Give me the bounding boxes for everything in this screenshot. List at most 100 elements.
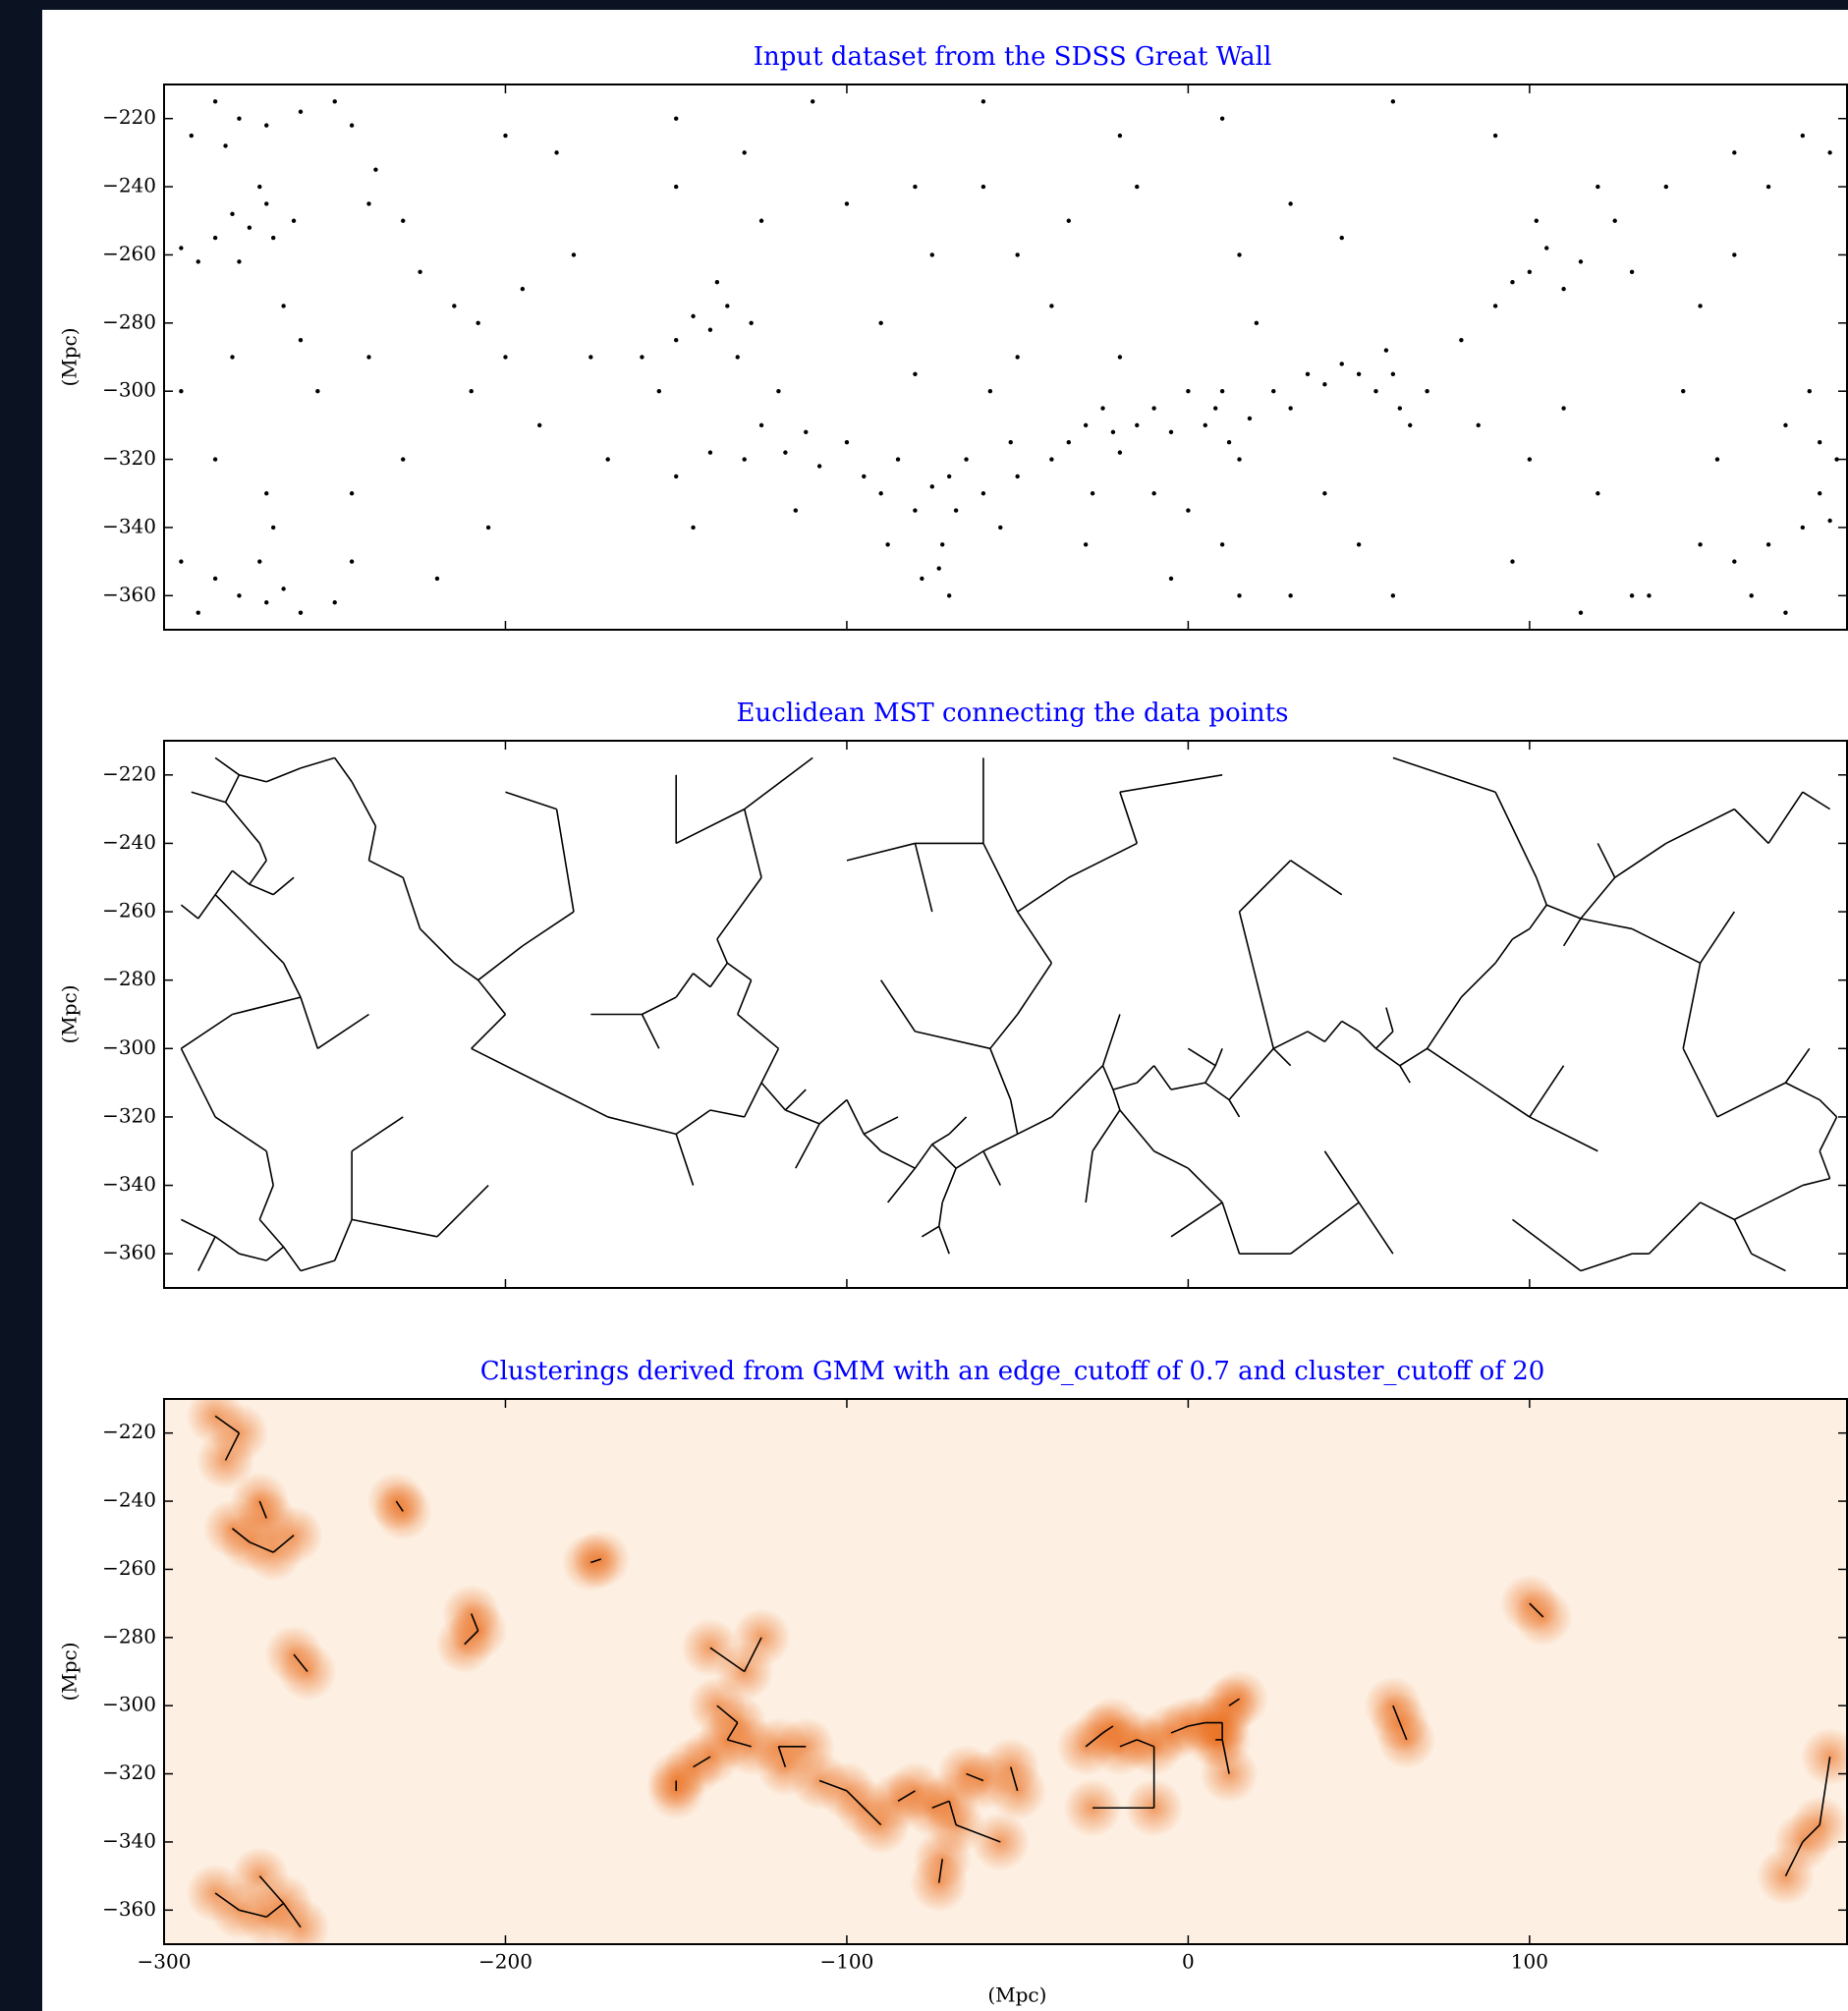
data-point [264, 600, 268, 604]
y-tick-label: −280 [102, 309, 156, 333]
data-point [418, 270, 421, 274]
data-point [1732, 252, 1736, 256]
data-point [1237, 457, 1241, 461]
data-point [1561, 287, 1565, 291]
y-tick-label: −240 [102, 174, 156, 197]
data-point [1425, 389, 1428, 393]
data-point [179, 389, 183, 393]
data-point [237, 593, 241, 597]
data-point [1186, 389, 1190, 393]
data-point [1357, 372, 1361, 376]
data-point [179, 559, 183, 563]
data-point [1827, 150, 1831, 154]
data-point [1067, 440, 1071, 444]
data-point [1750, 593, 1754, 597]
data-point [1373, 389, 1377, 393]
data-point [366, 355, 370, 359]
data-point [1827, 519, 1831, 523]
data-point [913, 508, 917, 512]
data-point [1322, 382, 1326, 386]
data-point [1322, 491, 1326, 495]
data-point [1808, 389, 1812, 393]
x-tick-label: −200 [478, 1950, 532, 1974]
data-point [366, 201, 370, 205]
data-point [940, 542, 944, 546]
data-point [1340, 362, 1344, 365]
y-tick-label: −220 [102, 105, 156, 129]
data-point [811, 99, 814, 103]
data-point [1100, 406, 1104, 410]
y-tick-label: −340 [102, 1172, 156, 1196]
data-point [1084, 423, 1088, 427]
data-point [776, 389, 780, 393]
data-point [1384, 348, 1388, 352]
data-point [1151, 406, 1155, 410]
data-point [1783, 610, 1787, 614]
data-point [554, 150, 558, 154]
data-point [1493, 134, 1497, 138]
data-point [845, 201, 849, 205]
data-point [1391, 593, 1395, 597]
data-point [196, 610, 200, 614]
data-point [1135, 423, 1139, 427]
data-point [1213, 406, 1217, 410]
data-point [350, 491, 354, 495]
data-point [1459, 338, 1463, 342]
data-point [1579, 259, 1583, 263]
data-point [759, 423, 763, 427]
data-point [1248, 417, 1252, 420]
data-point [1091, 491, 1094, 495]
data-point [1398, 406, 1402, 410]
chart-title: Input dataset from the SDSS Great Wall [754, 42, 1272, 72]
data-point [1510, 280, 1514, 284]
y-tick-label: −360 [102, 1897, 156, 1921]
y-tick-label: −340 [102, 514, 156, 537]
data-point [401, 219, 405, 223]
chart-title: Clusterings derived from GMM with an edg… [480, 1357, 1545, 1386]
y-tick-label: −260 [102, 242, 156, 265]
x-tick-label: 100 [1511, 1950, 1548, 1974]
y-tick-label: −280 [102, 967, 156, 990]
y-tick-label: −240 [102, 1488, 156, 1512]
data-point [350, 123, 354, 127]
y-tick-label: −360 [102, 1241, 156, 1264]
data-point [640, 355, 644, 359]
data-point [1818, 491, 1821, 495]
data-point [1766, 542, 1770, 546]
y-tick-label: −280 [102, 1624, 156, 1648]
data-point [930, 484, 934, 488]
data-point [1391, 372, 1395, 376]
data-point [998, 526, 1002, 530]
data-point [742, 457, 746, 461]
y-tick-label: −260 [102, 899, 156, 922]
data-point [878, 491, 882, 495]
data-point [674, 338, 678, 342]
data-point [213, 99, 217, 103]
data-point [452, 304, 456, 307]
data-point [271, 526, 275, 530]
data-point [1118, 355, 1122, 359]
figure: Input dataset from the SDSS Great Wall(M… [0, 0, 1848, 2011]
page: Input dataset from the SDSS Great Wall(M… [0, 0, 1848, 2011]
data-point [1111, 430, 1115, 434]
data-point [1151, 491, 1155, 495]
data-point [988, 389, 992, 393]
data-point [435, 577, 439, 581]
y-tick-label: −300 [102, 1693, 156, 1716]
data-point [691, 526, 695, 530]
data-point [476, 321, 479, 325]
data-point [1698, 304, 1702, 307]
data-point [333, 99, 337, 103]
y-tick-label: −340 [102, 1828, 156, 1852]
data-point [257, 185, 261, 189]
data-point [749, 321, 753, 325]
data-point [1783, 423, 1787, 427]
data-point [674, 116, 678, 120]
data-point [1204, 423, 1207, 427]
data-point [817, 464, 821, 468]
data-point [1510, 559, 1514, 563]
data-point [1818, 440, 1821, 444]
data-point [1220, 116, 1224, 120]
data-point [1084, 542, 1088, 546]
data-point [196, 259, 200, 263]
